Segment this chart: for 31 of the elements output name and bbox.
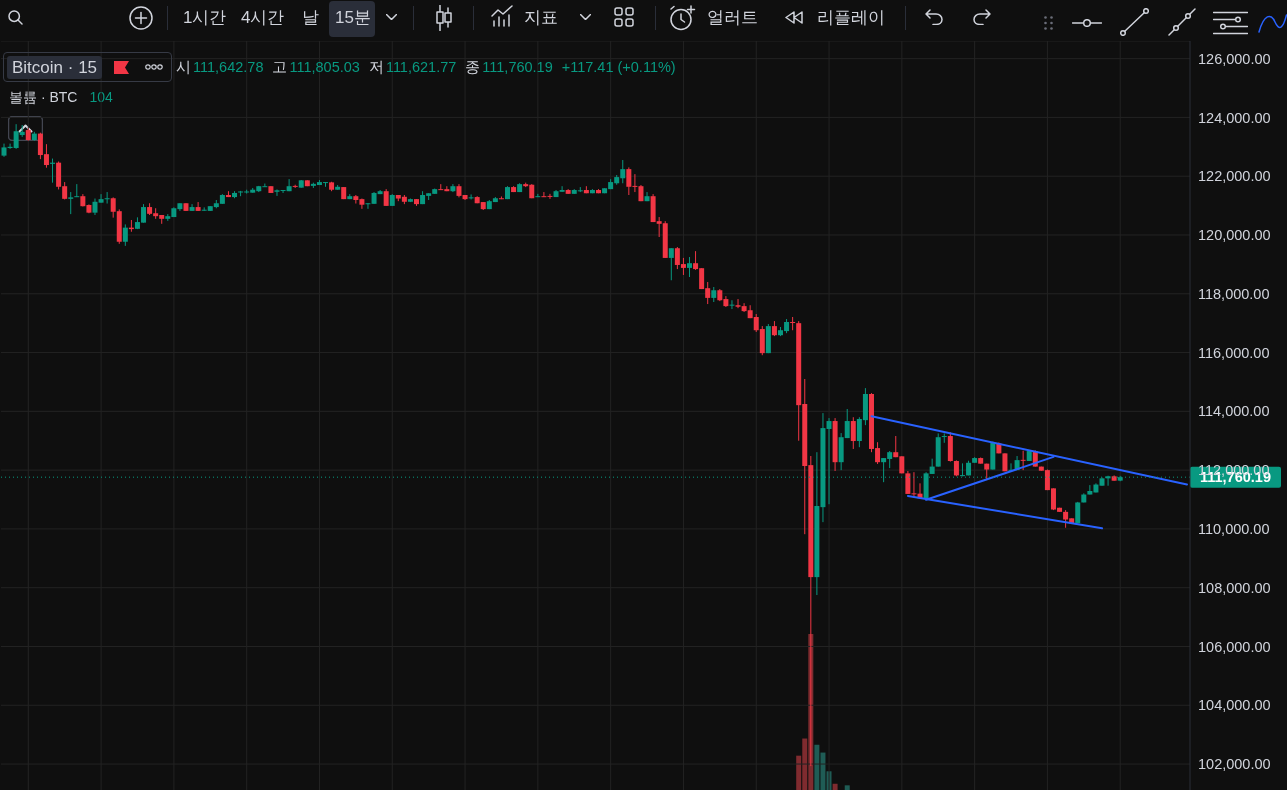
annotation: 111,621.77	[385, 59, 457, 75]
title-frame: Bitcoin · 15	[3, 52, 173, 82]
y-tick-label: 114,000.00	[1198, 403, 1270, 420]
y-tick-label: 104,000.00	[1198, 697, 1271, 714]
annotation: 시	[176, 57, 192, 77]
annotation: 104	[89, 88, 113, 106]
y-tick-label: 122,000.00	[1198, 168, 1271, 185]
y-tick-label: 126,000.00	[1198, 50, 1271, 67]
y-tick-label: 106,000.00	[1198, 638, 1271, 655]
annotation: +117.41 (+0.11%)	[561, 59, 676, 75]
text: 15분	[335, 7, 371, 29]
text: 날	[302, 7, 319, 29]
y-tick-label: 118,000.00	[1198, 285, 1270, 302]
y-tick-label: 102,000.00	[1198, 756, 1271, 773]
annotation: 111,760.19	[482, 59, 553, 75]
y-tick-label: 110,000.00	[1198, 521, 1270, 538]
text: 1시간	[183, 7, 227, 29]
y-tick-label: 108,000.00	[1198, 579, 1271, 596]
text: 리플레이	[817, 7, 885, 29]
annotation: 111,805.03	[289, 59, 360, 75]
y-tick-label: 120,000.00	[1198, 227, 1271, 244]
annotation: 저	[368, 57, 384, 77]
chart-title: 볼륨 · BTC	[9, 88, 78, 106]
y-tick-label: 116,000.00	[1198, 344, 1270, 361]
text: 4시간	[241, 7, 285, 29]
text: 얼러트	[707, 7, 758, 29]
annotation: 111,642.78	[193, 59, 264, 75]
annotation: 고	[272, 57, 288, 77]
y-tick-label: 124,000.00	[1198, 109, 1271, 126]
annotation: 종	[465, 57, 481, 77]
text: 지표	[524, 7, 558, 29]
